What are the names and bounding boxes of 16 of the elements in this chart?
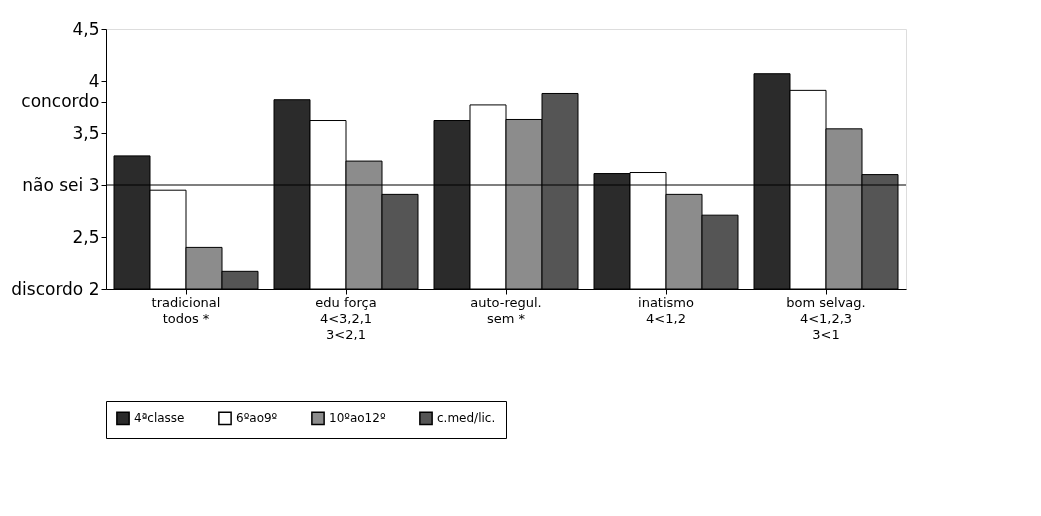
y-tick-label: não sei 3 [22, 174, 100, 195]
y-tick-label: 2,5 [72, 226, 100, 247]
x-tick-label: tradicional todos * [151, 294, 221, 326]
x-tick-label: bom selvag. 4<1,2,3 3<1 [786, 294, 866, 342]
legend-label: 4ªclasse [134, 411, 185, 426]
x-tick-label: auto-regul. sem * [470, 294, 542, 326]
x-tick-label: edu força 4<3,2,1 3<2,1 [315, 294, 377, 342]
y-tick-label: 3,5 [72, 122, 100, 143]
y-tick-label: 4,5 [72, 18, 100, 39]
x-tick-label: inatismo 4<1,2 [638, 294, 694, 326]
legend-label: 6ºao9º [236, 411, 278, 426]
legend-label: 10ºao12º [329, 411, 386, 426]
y-tick-label: discordo 2 [11, 278, 100, 299]
legend-label: c.med/lic. [437, 411, 496, 426]
y-tick-label: 4 [88, 70, 100, 91]
y-tick-label: concordo [21, 91, 100, 112]
